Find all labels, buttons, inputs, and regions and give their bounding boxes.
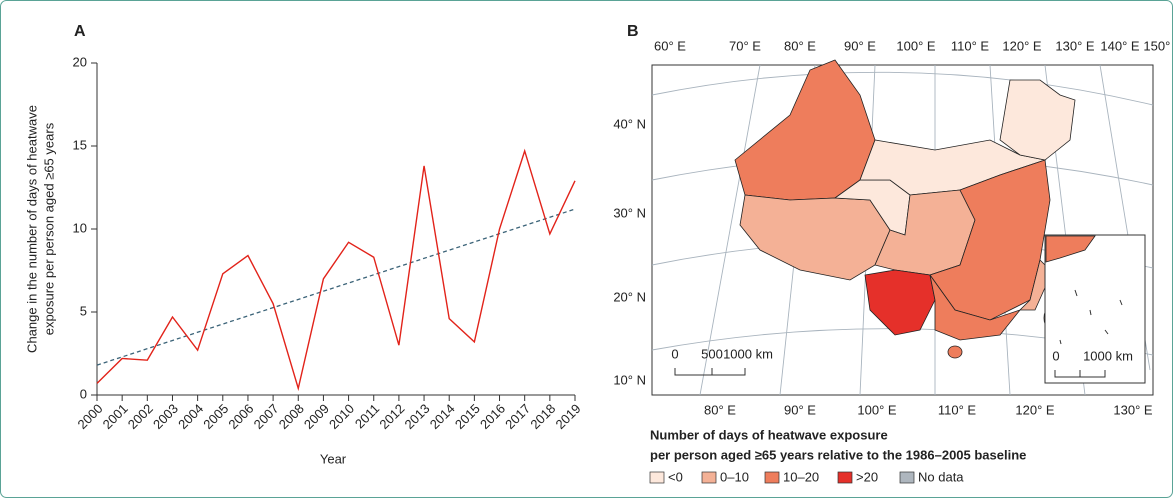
longitude-label: 80° E [784,38,816,53]
x-tick-label: 2000 [74,401,105,432]
longitude-label: 100° E [857,402,897,417]
region [947,345,963,359]
longitude-label: 120° E [1002,38,1042,53]
latitude-label: 30° N [613,205,646,220]
x-tick-label: 2010 [326,401,357,432]
region [999,79,1076,161]
x-tick-label: 2013 [402,401,433,432]
legend-label: No data [918,469,964,484]
legend-label: >20 [856,469,878,484]
y-tick-label: 5 [80,303,87,318]
longitude-label: 130° E [1113,402,1153,417]
x-axis-label: Year [320,451,347,466]
scale-label: 1000 km [723,346,773,361]
x-tick-label: 2003 [150,401,181,432]
longitude-label: 70° E [729,38,761,53]
region [929,274,1022,341]
y-axis-label: exposure per person aged ≥65 years [41,122,56,335]
longitude-label: 120° E [1015,402,1055,417]
x-tick-label: 2011 [352,401,382,431]
x-tick-label: 2005 [200,401,231,432]
longitude-label: 100° E [896,38,936,53]
x-tick-label: 2004 [175,401,206,432]
y-tick-label: 10 [73,220,87,235]
scale-label: 0 [1052,348,1059,363]
region [864,269,936,336]
longitude-label: 130° E [1055,38,1095,53]
map: 0 500 1000 km 0 1000 km [651,59,1154,396]
longitude-label: 110° E [938,402,977,417]
scale-label: 500 [701,346,723,361]
x-tick-label: 2007 [251,401,282,432]
longitude-label: 80° E [704,402,736,417]
longitude-label: 140° E [1100,38,1140,53]
scale-label: 1000 km [1083,348,1133,363]
legend-swatch [837,471,853,484]
y-axis-label: Change in the number of days of heatwave [24,105,39,353]
legend-label: 0–10 [720,469,749,484]
islands [1059,289,1123,345]
y-tick-label: 20 [73,54,87,69]
longitude-label: 150° E [1143,38,1173,53]
legend-title: per person aged ≥65 years relative to th… [650,447,1026,462]
x-tick-label: 2012 [376,401,407,432]
legend-swatch [764,471,780,484]
trend-line [96,208,576,366]
scale-bar [674,368,746,376]
x-tick-label: 2008 [276,401,307,432]
inset [1044,234,1146,384]
legend-swatch [649,471,665,484]
panel-label: B [627,23,639,40]
x-tick-label: 2002 [125,401,156,432]
legend-swatch [701,471,717,484]
legend-title: Number of days of heatwave exposure [650,427,888,442]
data-line [96,148,576,392]
x-tick-label: 2009 [301,401,332,432]
longitude-label: 110° E [951,38,990,53]
x-tick-label: 2001 [100,401,131,432]
longitude-label: 90° E [844,38,876,53]
x-tick-label: 2015 [452,401,483,432]
panel-label: A [74,23,86,40]
region [929,159,1051,321]
x-tick-label: 2016 [477,401,508,432]
legend-swatch [899,471,915,484]
x-tick-label: 2014 [427,401,458,432]
x-tick-label: 2006 [225,401,256,432]
region [1019,259,1053,311]
scale-bar [1054,370,1106,378]
region [1045,235,1096,263]
scale-label: 0 [671,346,678,361]
legend-label: 10–20 [783,469,819,484]
longitude-label: 60° E [654,38,686,53]
longitude-label: 90° E [784,402,816,417]
y-tick-label: 0 [80,386,87,401]
latitude-label: 10° N [613,372,646,387]
latitude-label: 40° N [613,116,646,131]
latitude-label: 20° N [613,289,646,304]
legend-label: <0 [668,469,683,484]
x-tick-label: 2019 [552,401,583,432]
y-tick-label: 15 [73,137,87,152]
x-tick-label: 2018 [527,401,558,432]
x-tick-label: 2017 [502,401,533,432]
